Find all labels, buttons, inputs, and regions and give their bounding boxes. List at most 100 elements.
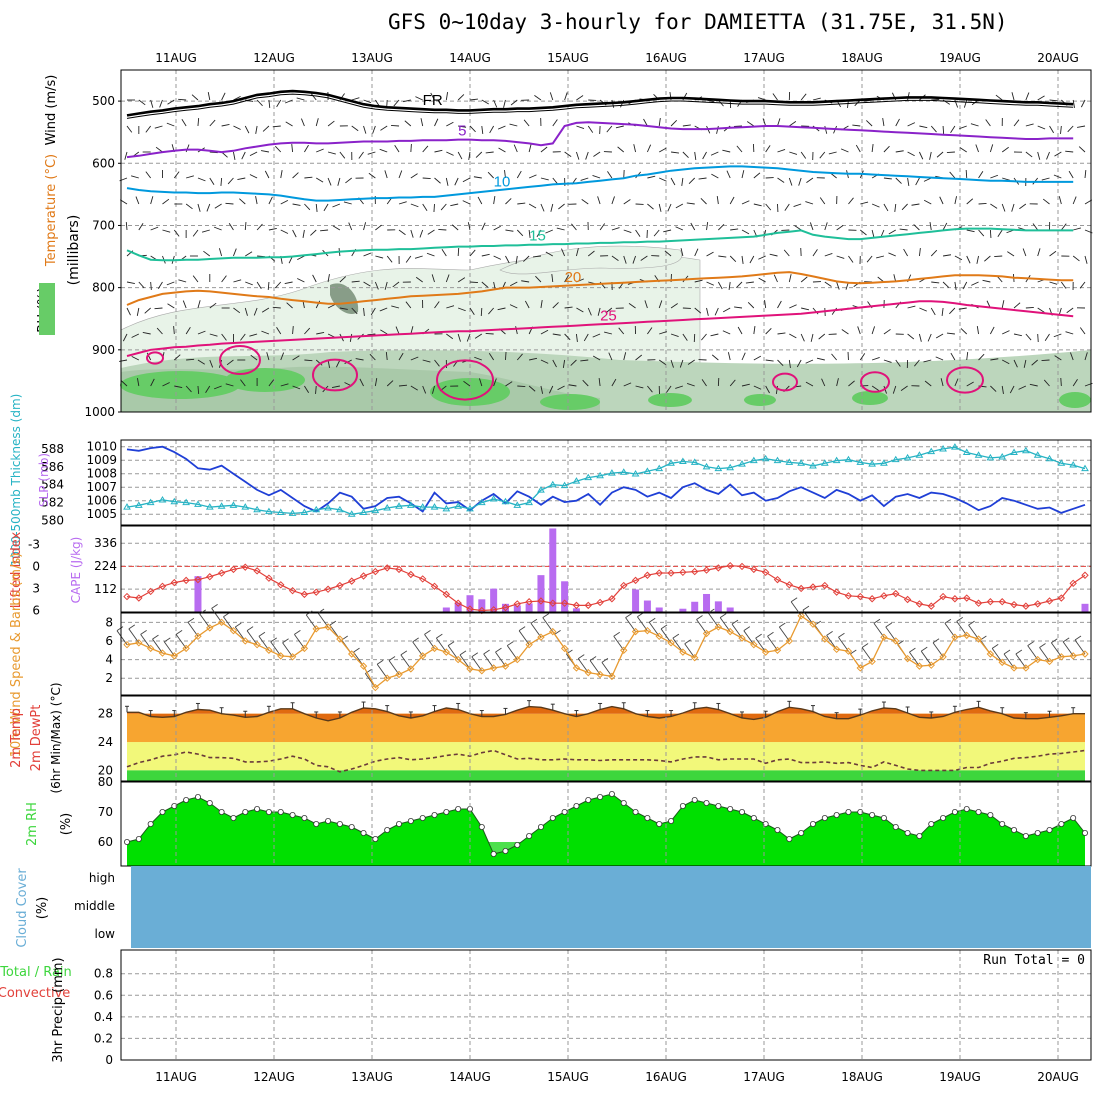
- wind-barb: [530, 622, 542, 638]
- wind-barb: [240, 333, 246, 341]
- wind-barb: [385, 351, 388, 361]
- date-axis-labels: 11AUG 11AUG 12AUG 12AUG 13AUG 13AUG 14AUG 14AUG…: [155, 51, 1079, 1084]
- wind-barb: [796, 359, 802, 368]
- wind-barb: [895, 150, 904, 153]
- wind-barb: [919, 151, 924, 160]
- wind-barb: [932, 642, 944, 658]
- wind-barb: [1023, 359, 1027, 368]
- wind-barb: [218, 248, 223, 257]
- wind-barb: [757, 97, 766, 101]
- wind-point: [738, 634, 746, 642]
- wind-barb-flag: [246, 626, 254, 632]
- upper-air-panel: FR 5 10 15 20 25 500 600 700 800 900 1000: [84, 69, 1093, 419]
- wind-barb: [386, 380, 394, 387]
- rh-point: [277, 809, 284, 816]
- wind-barb: [753, 172, 761, 179]
- thickness-point: [856, 458, 865, 465]
- wind-barb: [466, 333, 471, 342]
- wind-barb: [1062, 641, 1074, 657]
- wind-barb-flag: [873, 618, 881, 624]
- wind-barb-flag: [708, 608, 715, 614]
- thickness-point: [146, 498, 155, 506]
- wind-barb: [593, 151, 601, 157]
- wind-barb: [359, 378, 364, 387]
- wind-barb: [592, 174, 601, 179]
- lifted-point: [194, 575, 202, 584]
- wind-barb: [758, 277, 766, 283]
- wind-barb: [391, 124, 400, 127]
- wind-barb: [497, 307, 506, 311]
- wind-barb-flag: [790, 597, 798, 603]
- wind-barb: [989, 144, 994, 153]
- lifted-point: [288, 586, 297, 595]
- wind-barb: [640, 255, 648, 261]
- lifted-point: [1033, 600, 1042, 608]
- wind-barb: [976, 255, 979, 264]
- wind-barb-flag: [850, 649, 857, 655]
- thickness-point: [714, 464, 723, 472]
- wind-barb: [285, 121, 293, 127]
- wind-barb: [688, 177, 696, 184]
- wind-barb: [628, 303, 636, 309]
- wind-barb: [920, 650, 932, 666]
- wind-barb: [292, 385, 301, 390]
- wind-barb: [410, 173, 418, 179]
- wind-barb: [871, 229, 875, 238]
- wind-barb: [434, 118, 439, 127]
- wind-point: [679, 648, 687, 656]
- wind-barb: [260, 150, 270, 153]
- wind-barb: [154, 125, 163, 129]
- wind-barb: [207, 92, 211, 101]
- wind-barb: [710, 151, 719, 156]
- wind-barb: [197, 385, 200, 395]
- cape-bar: [478, 599, 486, 612]
- wind-barb: [675, 226, 684, 231]
- lifted-point: [549, 599, 557, 607]
- wind-barb: [570, 359, 577, 366]
- wind-barb: [434, 149, 443, 153]
- wind-point: [158, 649, 167, 657]
- lifted-point: [1045, 597, 1054, 605]
- wind-barb: [552, 359, 557, 368]
- wind-barb: [552, 302, 559, 309]
- thickness-point: [726, 463, 735, 471]
- rh-point: [443, 809, 450, 816]
- lifted-point: [217, 569, 226, 577]
- wind-barb: [493, 99, 498, 108]
- thickness-ytick: 586: [41, 460, 64, 474]
- rh-shade-dark: [852, 391, 888, 405]
- wind-barb-flag: [672, 633, 680, 639]
- wind-barb: [162, 382, 170, 387]
- thickness-point: [312, 505, 321, 513]
- wind-barb: [582, 379, 589, 387]
- isotherm-10: [126, 165, 1074, 202]
- cape-ytick: 336: [94, 536, 117, 550]
- lifted-cape-panel: -3 0 3 6 112 224 336: [28, 525, 1092, 618]
- wind-barb: [1002, 330, 1010, 335]
- thickness-point: [572, 477, 581, 484]
- temp-frame: [120, 695, 1092, 782]
- lifted-point: [336, 581, 344, 590]
- wind-barb: [226, 359, 234, 366]
- wind-barb: [1037, 95, 1045, 101]
- wind-barb: [978, 171, 984, 179]
- wind-barb: [871, 203, 880, 208]
- thickness-point: [951, 443, 959, 450]
- wind-barb: [883, 145, 890, 153]
- wind-barb: [653, 229, 660, 237]
- wind-barb: [233, 279, 242, 283]
- lifted-point: [229, 565, 238, 574]
- lifted-point: [868, 595, 876, 603]
- wind-barb-flag: [1062, 637, 1070, 643]
- wind-barb: [1046, 151, 1050, 160]
- wind-barb: [901, 203, 908, 211]
- wind-barb: [488, 307, 494, 315]
- wind-barb: [995, 94, 1003, 101]
- wind-barb: [435, 637, 447, 653]
- wind-barb: [431, 274, 435, 283]
- wind-barb: [481, 253, 490, 257]
- wind-point: [407, 665, 415, 673]
- rh-point: [999, 821, 1006, 828]
- wind-barb-flag: [376, 659, 384, 665]
- rh-point: [502, 848, 509, 855]
